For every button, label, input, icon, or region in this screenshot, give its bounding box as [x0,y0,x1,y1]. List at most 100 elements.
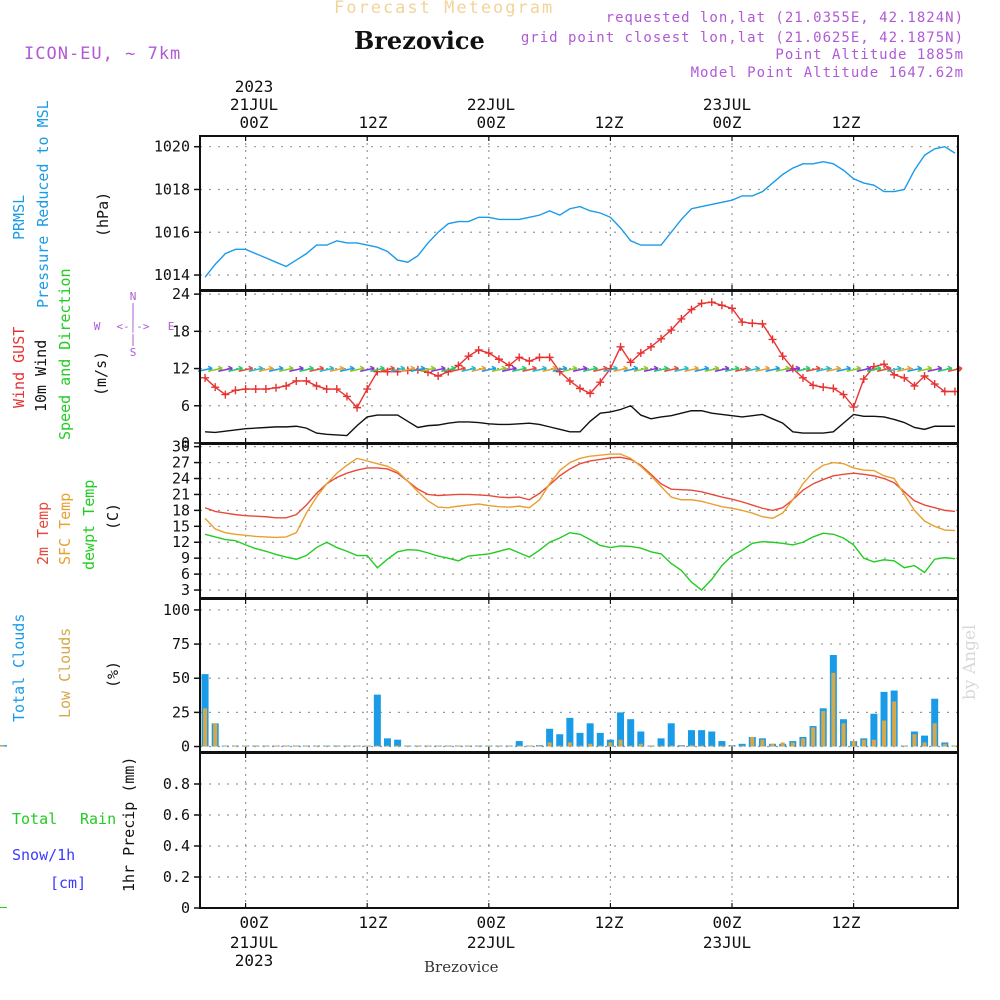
y-tick-label: 0 [181,738,190,756]
y-tick-label: 1018 [154,180,190,198]
gust-marker [535,353,544,362]
gust-marker [697,299,706,308]
gust-marker [859,375,868,384]
bar-low-clouds [790,742,795,747]
bar-low-clouds [547,742,552,747]
bar-total-clouds [921,735,929,747]
bar-low-clouds [882,720,887,747]
bar-total-clouds [576,732,584,747]
wind-direction-arrow [603,367,618,373]
bar-low-clouds [223,745,228,747]
gust-marker [576,384,585,393]
cloud-unit-label: (%) [104,661,122,688]
point-altitude: Point Altitude 1885m [775,47,964,63]
bar-total-clouds [880,691,888,747]
bar-low-clouds [365,745,370,747]
bar-low-clouds [496,745,501,747]
top-hour-label: 12Z [359,113,388,132]
bar-low-clouds [517,745,522,747]
wind-direction-arrow [532,367,547,373]
bar-low-clouds [405,745,410,747]
y-tick-label: 6 [181,565,190,583]
bar-low-clouds [213,723,218,747]
wind-direction-arrow [258,367,274,373]
bar-low-clouds [344,745,349,747]
location-title: Brezovice [354,26,485,55]
gust-marker [383,367,392,376]
wind-direction-arrow [552,367,567,373]
gust-marker [829,384,838,393]
y-tick-label: 0.4 [163,837,190,855]
bar-low-clouds [618,739,623,747]
wind-direction-arrow [491,367,507,373]
top-hour-label: 12Z [595,113,624,132]
rain-label: Rain [80,810,116,828]
wind-direction-arrow [664,367,679,373]
bar-low-clouds [324,745,329,747]
bottom-day-label-2: 22JUL [467,933,515,952]
gust-marker [353,403,362,412]
bar-low-clouds [892,701,897,747]
gust-marker [778,352,787,361]
bar-low-clouds [800,738,805,747]
bar-low-clouds [709,745,714,747]
top-day-label-1: 21JUL [230,95,278,114]
wind-direction-arrow [613,367,628,373]
bar-low-clouds [456,745,461,747]
y-tick-label: 24 [172,285,190,303]
bar-low-clouds [750,736,755,747]
y-tick-label: 1016 [154,223,190,241]
bar-low-clouds [628,745,633,747]
wind-direction-arrow [572,367,588,373]
wind-direction-arrow [522,367,537,373]
bar-total-clouds [556,734,564,747]
wind-speed-direction-label: Speed and Direction [56,268,74,440]
bar-low-clouds [385,745,390,747]
temp-sfc-label: SFC Temp [56,493,74,565]
bar-total-rain [0,907,7,908]
bar-low-clouds [415,745,420,747]
y-tick-label: 1014 [154,266,190,284]
bar-low-clouds [679,745,684,747]
gust-marker [261,385,270,394]
y-tick-label: 25 [172,703,190,721]
bar-low-clouds [730,745,735,747]
wind-direction-arrow [775,367,790,373]
gust-marker [768,335,777,344]
bar-total-clouds [698,730,706,747]
bar-low-clouds [760,739,765,747]
wind-direction-arrow [278,367,294,373]
bar-total-clouds [708,731,716,747]
wind-direction-arrow [887,367,902,373]
wind-direction-arrow [248,367,263,373]
cloud-panel-labels: Total Clouds Low Clouds (%) [10,614,122,722]
wind-direction-arrow [289,367,304,373]
bar-total-clouds [546,728,554,747]
wind-compass: N S W E <-|-> [94,290,175,359]
wind-direction-arrow [755,367,770,373]
wind-direction-arrow [826,367,841,373]
bar-low-clouds [436,745,441,747]
wind-direction-arrow [917,367,932,373]
pressure-msl-label: Pressure Reduced to MSL [34,100,52,308]
wind-10m-label: 10m Wind [32,340,50,412]
total-clouds-label: Total Clouds [10,614,28,722]
gust-marker [464,352,473,361]
gust-marker [444,367,453,376]
wind-direction-arrow [947,367,963,373]
wind-direction-arrow [481,367,496,373]
gust-marker [251,385,260,394]
wind-direction-arrow [299,367,314,373]
top-hour-label: 12Z [832,113,861,132]
wind-direction-arrow [268,367,284,373]
wind-direction-arrow [380,367,395,373]
gust-marker [363,385,372,394]
bar-low-clouds [669,745,674,747]
gust-marker [809,381,818,390]
bottom-year-label: 2023 [235,951,274,970]
gust-marker [900,373,909,382]
wind-direction-arrow [643,367,659,373]
wind-direction-arrow [461,367,476,373]
wind-direction-arrow [876,367,892,373]
gust-marker [454,361,463,370]
